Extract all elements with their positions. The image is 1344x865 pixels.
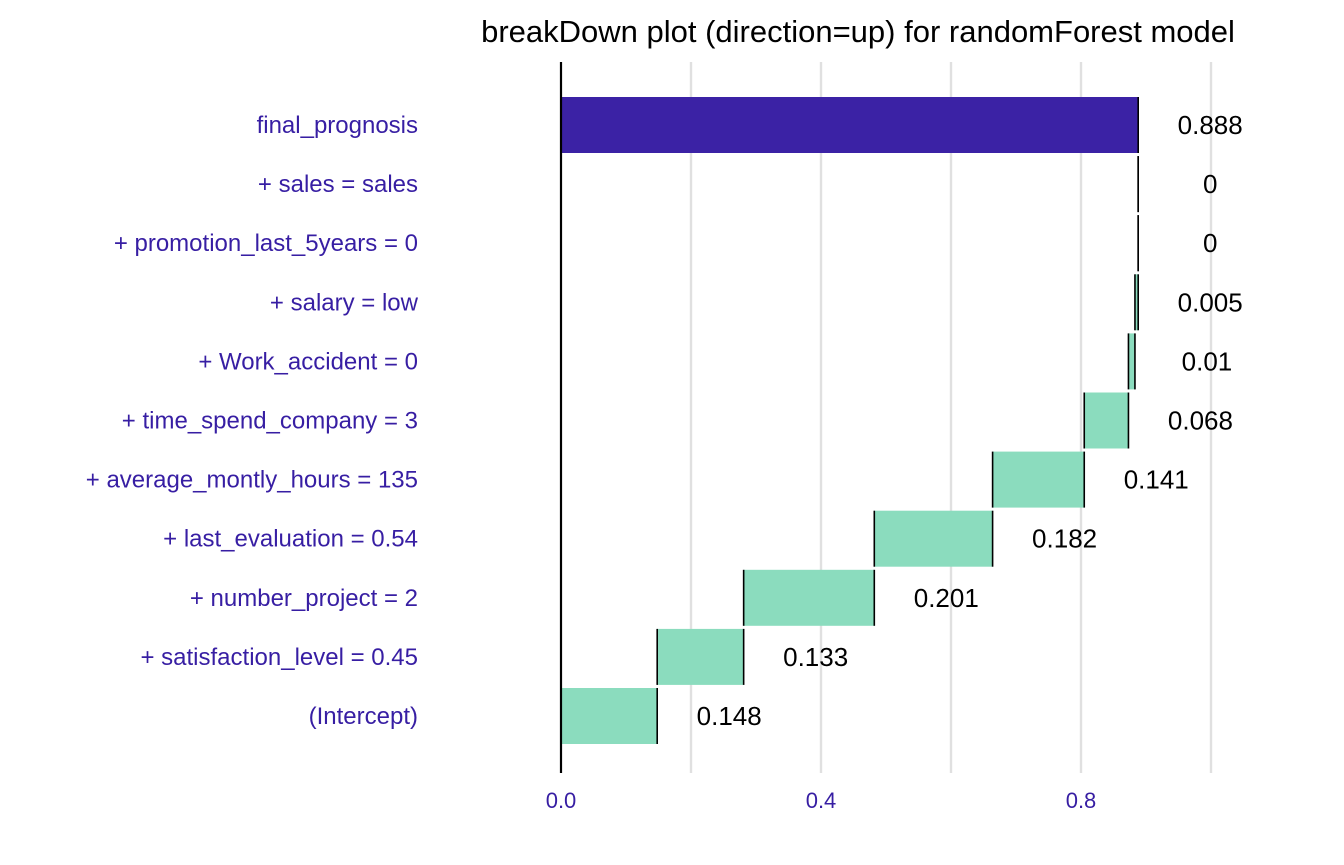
contribution-bar bbox=[1128, 333, 1135, 390]
contribution-bar bbox=[1084, 392, 1129, 449]
x-axis-ticks: 0.0 0.4 0.8 bbox=[546, 788, 1097, 813]
category-labels: final_prognosis + sales = sales + promotio… bbox=[86, 112, 419, 730]
value-label: 0.133 bbox=[783, 642, 848, 672]
category-label: (Intercept) bbox=[309, 703, 418, 730]
chart-title: breakDown plot (direction=up) for random… bbox=[481, 14, 1235, 49]
x-tick-label: 0.4 bbox=[806, 788, 837, 813]
value-label: 0.005 bbox=[1178, 287, 1243, 317]
x-tick-label: 0.0 bbox=[546, 788, 577, 813]
category-label: + last_evaluation = 0.54 bbox=[163, 526, 418, 553]
category-label: final_prognosis bbox=[257, 112, 418, 139]
value-labels: 0.888 0 0 0.005 0.01 0.068 0.141 0.182 0.201 0.13… bbox=[697, 110, 1243, 731]
contribution-bar bbox=[874, 510, 993, 567]
category-label: + sales = sales bbox=[258, 171, 418, 198]
category-label: + Work_accident = 0 bbox=[198, 348, 418, 375]
category-label: + promotion_last_5years = 0 bbox=[114, 230, 418, 257]
prediction-bar bbox=[561, 97, 1139, 153]
contribution-bar bbox=[561, 688, 658, 744]
value-label: 0.182 bbox=[1032, 524, 1097, 554]
category-label: + salary = low bbox=[270, 289, 419, 316]
value-label: 0.141 bbox=[1124, 465, 1189, 495]
value-label: 0 bbox=[1203, 228, 1217, 258]
value-label: 0 bbox=[1203, 169, 1217, 199]
grid-lines bbox=[689, 62, 1213, 773]
category-label: + average_montly_hours = 135 bbox=[86, 467, 418, 494]
category-label: + satisfaction_level = 0.45 bbox=[140, 644, 418, 671]
value-label: 0.201 bbox=[914, 583, 979, 613]
connectors bbox=[560, 97, 1139, 744]
contribution-bar bbox=[743, 569, 875, 626]
value-label: 0.888 bbox=[1178, 110, 1243, 140]
contribution-bar bbox=[992, 451, 1085, 508]
bars bbox=[561, 97, 1139, 744]
value-label: 0.068 bbox=[1168, 406, 1233, 436]
category-label: + number_project = 2 bbox=[190, 585, 418, 612]
contribution-bar bbox=[657, 628, 744, 685]
category-label: + time_spend_company = 3 bbox=[122, 408, 418, 435]
value-label: 0.01 bbox=[1182, 346, 1233, 376]
x-tick-label: 0.8 bbox=[1066, 788, 1097, 813]
value-label: 0.148 bbox=[697, 701, 762, 731]
contribution-bar bbox=[1134, 274, 1139, 331]
